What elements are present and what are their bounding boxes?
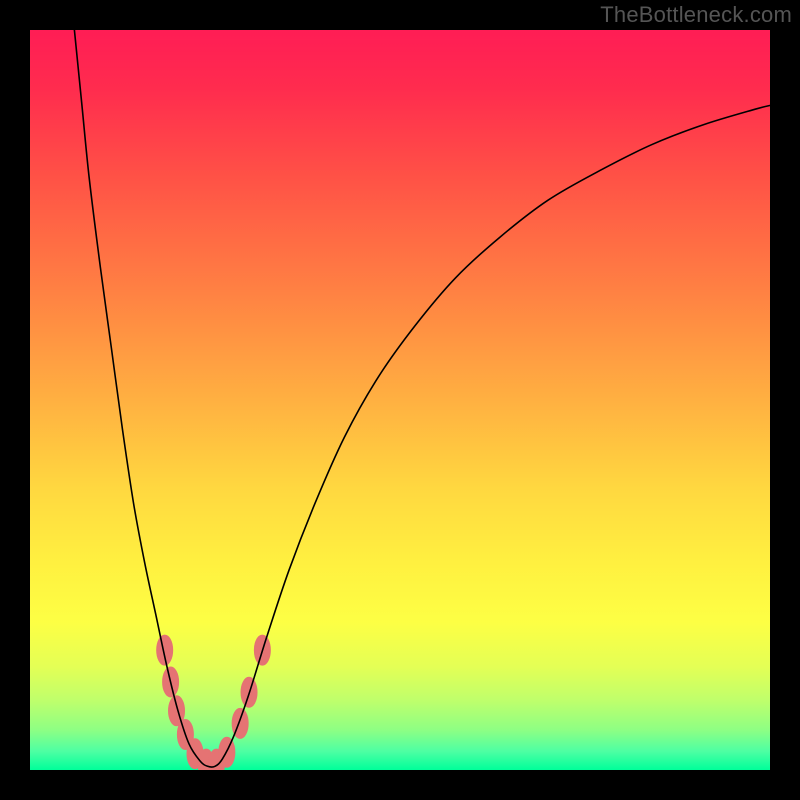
plot-area [30,30,770,770]
chart-frame: TheBottleneck.com [0,0,800,800]
chart-svg [30,30,770,770]
marker-point [157,635,173,665]
watermark-text: TheBottleneck.com [600,2,792,28]
